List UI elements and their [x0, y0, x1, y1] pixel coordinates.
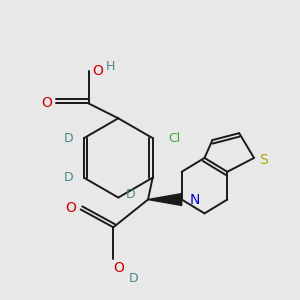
Text: O: O: [41, 96, 52, 110]
Text: S: S: [260, 153, 268, 167]
Text: H: H: [106, 60, 115, 73]
Text: D: D: [63, 132, 73, 145]
Polygon shape: [148, 194, 182, 206]
Text: D: D: [63, 171, 73, 184]
Text: D: D: [125, 188, 135, 201]
Text: O: O: [92, 64, 103, 78]
Text: N: N: [189, 193, 200, 206]
Text: O: O: [65, 202, 76, 215]
Text: D: D: [128, 272, 138, 285]
Text: Cl: Cl: [168, 132, 181, 145]
Text: O: O: [113, 261, 124, 275]
